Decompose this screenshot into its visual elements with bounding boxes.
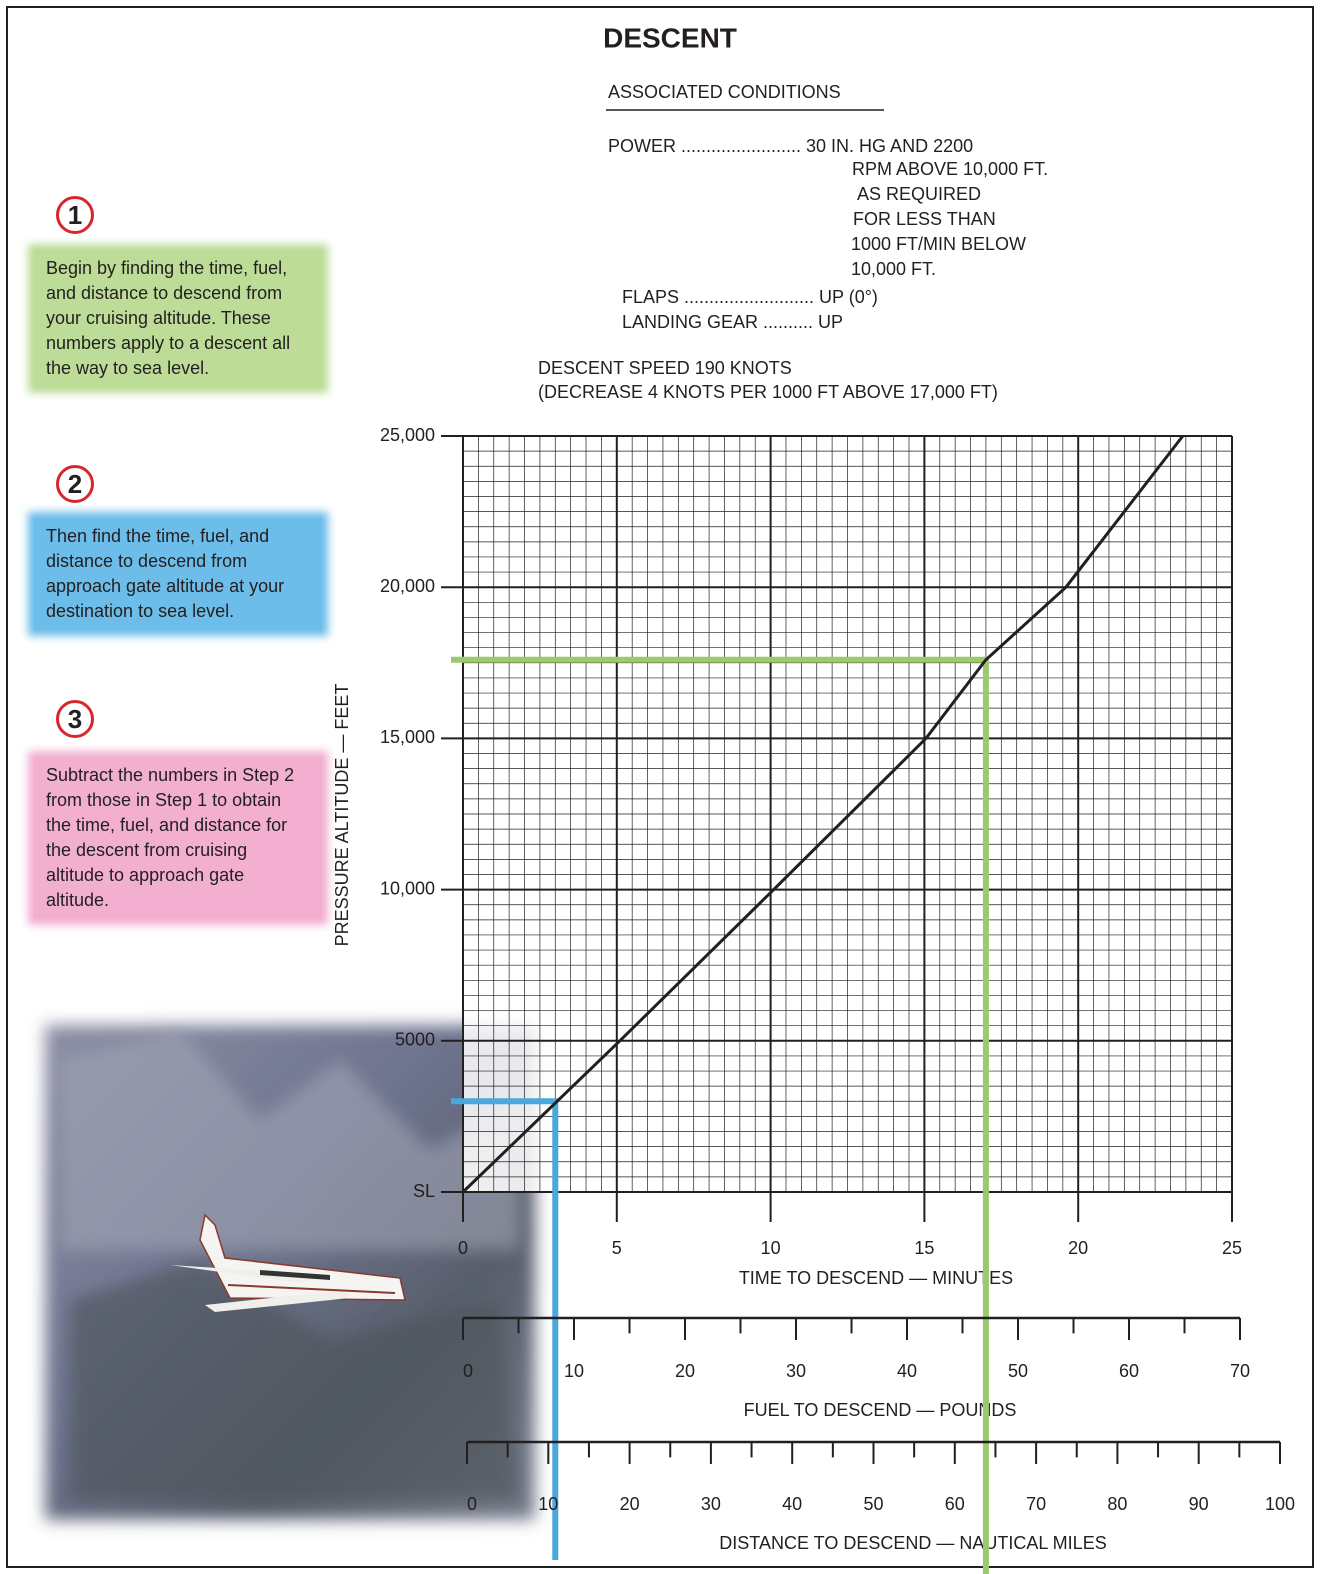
x-axis-label: TIME TO DESCEND — MINUTES [739,1268,1013,1288]
scale-tick-label: 70 [1230,1361,1250,1381]
scale-tick-label: 30 [701,1494,721,1514]
page-border [6,6,1314,1568]
step-number: 1 [56,196,94,234]
condition-line: FLAPS .......................... UP (0°) [622,287,878,307]
condition-line: DESCENT SPEED 190 KNOTS [538,358,792,378]
y-tick-label: 20,000 [380,576,435,596]
scale-tick-label: 30 [786,1361,806,1381]
photo [45,1025,535,1520]
scale-tick-label: 20 [620,1494,640,1514]
y-tick-label: 10,000 [380,878,435,898]
condition-line: 1000 FT/MIN BELOW [851,234,1026,254]
x-tick-label: 0 [458,1238,468,1258]
step-note: Begin by finding the time, fuel, and dis… [34,250,322,387]
condition-line: AS REQUIRED [857,184,981,204]
scale-tick-label: 0 [467,1494,477,1514]
scale-tick-label: 20 [675,1361,695,1381]
scale-tick-label: 0 [463,1361,473,1381]
step-number: 3 [56,700,94,738]
condition-line: 10,000 FT. [851,259,936,279]
scale-tick-label: 70 [1026,1494,1046,1514]
x-tick-label: 25 [1222,1238,1242,1258]
y-tick-label: 25,000 [380,425,435,445]
conditions-heading: ASSOCIATED CONDITIONS [608,82,841,102]
step-note: Subtract the numbers in Step 2 from thos… [34,757,322,919]
condition-line: POWER ........................ 30 IN. HG… [608,136,973,156]
scale-tick-label: 60 [1119,1361,1139,1381]
scale-tick-label: 100 [1265,1494,1295,1514]
scale-tick-label: 80 [1107,1494,1127,1514]
x-tick-label: 20 [1068,1238,1088,1258]
step-note: Then find the time, fuel, and distance t… [34,518,322,630]
y-tick-label: 15,000 [380,727,435,747]
condition-line: (DECREASE 4 KNOTS PER 1000 FT ABOVE 17,0… [538,382,998,402]
chart-title: DESCENT [603,22,737,53]
airplane [170,1213,406,1312]
scale-tick-label: 50 [1008,1361,1028,1381]
condition-line: FOR LESS THAN [853,209,996,229]
x-tick-label: 5 [612,1238,622,1258]
scale-tick-label: 40 [782,1494,802,1514]
distance-axis-label: DISTANCE TO DESCEND — NAUTICAL MILES [719,1533,1106,1553]
condition-line: RPM ABOVE 10,000 FT. [852,159,1048,179]
fuel-axis-label: FUEL TO DESCEND — POUNDS [744,1400,1017,1420]
y-tick-label: SL [413,1181,435,1201]
scale-tick-label: 40 [897,1361,917,1381]
step-number: 2 [56,465,94,503]
x-tick-label: 15 [914,1238,934,1258]
scale-tick-label: 10 [538,1494,558,1514]
y-axis-label: PRESSURE ALTITUDE — FEET [332,684,352,947]
condition-line: LANDING GEAR .......... UP [622,312,843,332]
data-line [461,435,1184,1194]
y-tick-label: 5000 [395,1030,435,1050]
scale-tick-label: 90 [1189,1494,1209,1514]
scale-tick-label: 60 [945,1494,965,1514]
scale-tick-label: 10 [564,1361,584,1381]
scale-tick-label: 50 [863,1494,883,1514]
x-tick-label: 10 [761,1238,781,1258]
